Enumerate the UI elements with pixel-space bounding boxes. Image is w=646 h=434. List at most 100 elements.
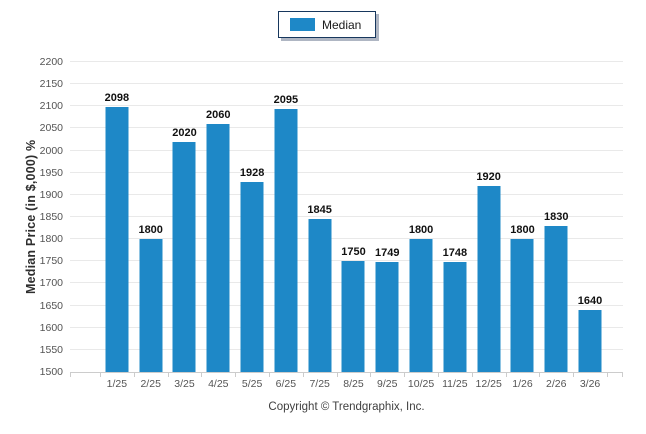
bar-slot: 1749 9/25	[370, 62, 404, 390]
x-tick-label: 1/26	[512, 378, 533, 390]
bar-slot: 1920 12/25	[472, 62, 506, 390]
gridline	[70, 149, 623, 151]
bar-10/25	[409, 239, 433, 372]
y-tick-label: 2200	[39, 56, 63, 68]
bars-region: 2098 1/25 1800 2/25 2020 3/25 2060 4/25 1928 5/25…	[100, 62, 607, 390]
bar-9/25	[375, 261, 399, 372]
bar-8/25	[341, 261, 365, 372]
bar-slot: 1800 1/26	[506, 62, 540, 390]
bar-6/25	[274, 108, 298, 372]
x-tick-label: 3/26	[579, 378, 601, 390]
bar-value-label: 1845	[307, 204, 332, 217]
x-tick-label: 5/25	[241, 378, 263, 390]
bar-value-label: 1749	[375, 246, 400, 259]
y-tick-label: 1800	[39, 233, 63, 246]
y-tick-label: 2050	[39, 122, 63, 135]
x-axis-tick	[505, 372, 507, 377]
y-tick-label: 1550	[39, 343, 63, 356]
x-tick-label: 2/25	[140, 378, 161, 390]
bar-value-label: 1800	[510, 224, 535, 237]
y-tick-label: 1750	[39, 255, 63, 268]
gridline	[70, 171, 623, 173]
y-tick-label: 2150	[39, 78, 63, 91]
x-axis-tick	[336, 372, 338, 377]
y-tick-label: 1950	[39, 166, 63, 179]
bar-1/25	[105, 107, 129, 372]
x-axis-tick	[201, 372, 203, 377]
legend-label-median: Median	[322, 17, 362, 32]
bar-slot: 1830 2/26	[539, 62, 573, 390]
x-axis-tick	[539, 372, 541, 377]
x-tick-label: 9/25	[377, 378, 398, 390]
plot-area: 1500 1550 1600 1650 1700 1750 1800 1850 1900 1950…	[40, 57, 623, 390]
bar-3/26	[578, 310, 602, 372]
x-axis-tick	[302, 372, 304, 377]
bar-value-label: 1800	[408, 224, 434, 237]
bar-value-label: 2060	[206, 109, 231, 121]
x-axis-line	[70, 372, 623, 373]
gridline	[70, 260, 623, 262]
bar-7/25	[308, 219, 332, 372]
bar-value-label: 2020	[172, 126, 197, 139]
x-tick-label: 10/25	[407, 378, 435, 390]
y-tick-label: 2100	[39, 100, 63, 113]
bar-slot: 1800 2/25	[134, 62, 168, 390]
y-tick-label: 1500	[39, 366, 63, 378]
bar-11/25	[443, 262, 467, 372]
bar-slot: 2020 3/25	[168, 62, 202, 390]
bar-value-label: 1748	[442, 247, 468, 260]
bar-12/25	[477, 186, 501, 372]
bar-value-label: 1800	[138, 224, 163, 237]
bar-slot: 1928 5/25	[235, 62, 269, 390]
bar-slot: 1800 10/25	[404, 62, 438, 390]
bar-2/25	[139, 239, 163, 372]
x-axis-tick	[438, 372, 439, 377]
y-tick-label: 2000	[39, 144, 63, 157]
bar-1/26	[510, 239, 534, 372]
bar-slot: 1748 11/25	[438, 62, 472, 390]
bar-value-label: 1640	[577, 295, 603, 307]
legend-swatch-median	[290, 18, 315, 31]
gridline	[70, 105, 623, 107]
x-axis-tick	[235, 372, 237, 377]
gridline	[70, 238, 623, 240]
y-tick-label: 1650	[39, 299, 63, 312]
x-axis-tick	[370, 372, 372, 377]
x-axis-tick	[70, 372, 71, 377]
bar-value-label: 2098	[104, 92, 130, 105]
bar-5/25	[240, 182, 264, 372]
y-tick-label: 1700	[39, 277, 63, 290]
x-tick-label: 8/25	[343, 378, 364, 390]
bar-slot: 2098 1/25	[100, 62, 134, 390]
x-tick-label: 11/25	[442, 378, 468, 390]
bar-value-label: 1830	[544, 210, 569, 223]
bar-slot: 1640 3/26	[573, 62, 607, 390]
x-axis-tick	[167, 372, 169, 377]
gridline	[70, 193, 623, 195]
x-tick-label: 6/25	[275, 378, 297, 390]
bar-value-label: 2095	[273, 93, 299, 106]
x-tick-label: 1/25	[106, 378, 128, 390]
x-axis-tick	[622, 372, 623, 377]
bar-slot: 1845 7/25	[303, 62, 337, 390]
y-tick-label: 1900	[39, 188, 63, 201]
gridline	[70, 61, 623, 62]
bar-3/25	[172, 141, 196, 372]
x-axis-tick	[471, 372, 473, 377]
gridline	[70, 216, 623, 217]
x-axis-tick	[269, 372, 270, 377]
x-axis-tick	[404, 372, 406, 377]
copyright-text: Copyright © Trendgraphix, Inc.	[268, 401, 425, 413]
x-axis-tick	[133, 372, 135, 377]
x-tick-label: 7/25	[309, 378, 330, 390]
gridline	[70, 127, 623, 129]
x-tick-label: 4/25	[208, 378, 229, 390]
x-axis-tick	[573, 372, 575, 377]
bar-value-label: 1928	[239, 167, 265, 180]
y-tick-label: 1600	[39, 321, 63, 334]
bar-value-label: 1920	[476, 171, 501, 183]
y-tick-label: 1850	[39, 211, 63, 223]
bar-value-label: 1750	[341, 246, 366, 259]
gridline	[70, 83, 623, 85]
